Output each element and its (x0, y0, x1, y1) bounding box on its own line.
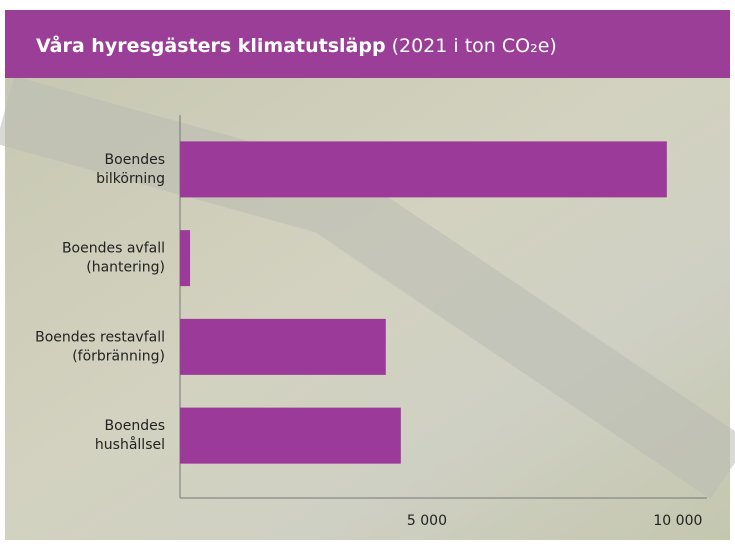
y-tick-label: Boendes (105, 418, 165, 434)
y-tick-label: Boendes restavfall (35, 329, 165, 345)
chart-title-line: Våra hyresgästers klimatutsläpp (2021 i t… (36, 33, 557, 57)
bar (180, 230, 190, 286)
y-tick-label: Boendes avfall (62, 241, 165, 257)
y-tick-label: bilkörning (96, 171, 165, 187)
bar (180, 408, 401, 464)
chart-subtitle: (2021 i ton CO₂e) (392, 35, 557, 57)
bar (180, 319, 386, 375)
x-tick-label: 5 000 (407, 513, 447, 529)
chart: Våra hyresgästers klimatutsläpp (2021 i t… (0, 0, 735, 545)
y-tick-label: Boendes (105, 152, 165, 168)
page: Våra hyresgästers klimatutsläpp (2021 i t… (0, 0, 735, 545)
bar (180, 141, 667, 197)
y-tick-label: (förbränning) (72, 348, 165, 364)
x-tick-label: 10 000 (653, 513, 702, 529)
y-tick-label: hushållsel (95, 436, 165, 453)
y-tick-label: (hantering) (86, 260, 165, 276)
chart-title: Våra hyresgästers klimatutsläpp (36, 33, 386, 57)
